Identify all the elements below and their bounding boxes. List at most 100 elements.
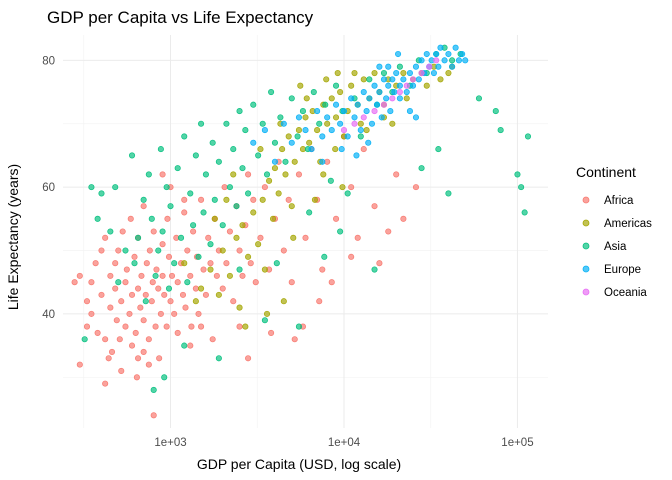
data-point	[187, 342, 194, 349]
data-point	[233, 234, 240, 241]
data-point	[83, 323, 91, 330]
data-point	[403, 95, 410, 102]
data-point	[209, 139, 216, 146]
data-point	[340, 108, 348, 115]
data-point	[219, 285, 226, 292]
data-point	[165, 285, 173, 292]
data-point	[118, 298, 125, 305]
data-point	[366, 95, 373, 102]
data-point	[308, 146, 315, 153]
data-point	[181, 133, 188, 140]
data-point	[230, 298, 237, 305]
data-point	[150, 412, 157, 419]
data-point	[351, 114, 358, 121]
data-point	[324, 114, 331, 121]
legend-key	[582, 219, 590, 227]
data-point	[521, 209, 528, 216]
data-point	[155, 247, 162, 254]
data-point	[127, 215, 134, 222]
data-point	[112, 285, 119, 292]
data-point	[250, 196, 257, 203]
data-point	[314, 127, 321, 134]
data-point	[198, 285, 205, 292]
data-point	[449, 57, 456, 64]
data-point	[207, 260, 214, 267]
data-point	[94, 329, 101, 336]
data-point	[211, 196, 218, 203]
data-point	[102, 336, 109, 343]
data-point	[380, 69, 388, 77]
data-point	[105, 355, 112, 362]
data-point	[282, 171, 289, 178]
data-point	[131, 253, 138, 260]
data-point	[332, 146, 339, 153]
data-point	[518, 184, 525, 191]
plot-area	[63, 35, 548, 428]
data-point	[83, 298, 91, 305]
data-point	[192, 152, 199, 159]
data-point	[371, 108, 378, 115]
data-point	[295, 114, 302, 121]
data-point	[223, 260, 230, 267]
data-point	[395, 50, 402, 58]
data-point	[327, 177, 334, 184]
data-point	[88, 279, 95, 286]
data-point	[351, 69, 358, 77]
data-point	[198, 120, 205, 127]
data-point	[209, 336, 216, 343]
data-point	[271, 165, 279, 172]
data-point	[360, 114, 367, 121]
data-point	[403, 82, 410, 89]
data-point	[376, 63, 383, 70]
data-point	[179, 291, 187, 298]
data-point	[366, 76, 373, 83]
data-point	[128, 152, 136, 159]
data-point	[140, 203, 147, 210]
data-point	[159, 171, 166, 178]
data-point	[285, 133, 292, 140]
y-tick-label: 80	[42, 55, 55, 67]
data-point	[268, 88, 275, 96]
data-point	[157, 146, 164, 153]
data-point	[280, 120, 287, 127]
data-point	[328, 279, 335, 286]
data-point	[226, 184, 233, 191]
data-point	[268, 329, 275, 336]
data-point	[116, 336, 123, 343]
data-point	[221, 184, 228, 191]
data-point	[98, 190, 105, 197]
data-point	[137, 304, 144, 311]
data-point	[363, 108, 370, 115]
data-point	[391, 88, 398, 96]
data-point	[140, 348, 147, 355]
data-point	[299, 108, 306, 115]
data-point	[302, 114, 309, 121]
data-point	[455, 57, 463, 64]
data-point	[360, 88, 367, 96]
data-point	[277, 114, 284, 121]
data-point	[337, 120, 344, 127]
data-point	[275, 190, 282, 197]
data-point	[445, 50, 452, 58]
data-point	[393, 69, 400, 77]
data-point	[119, 228, 126, 235]
data-point	[314, 108, 321, 115]
data-point	[242, 323, 249, 330]
data-point	[102, 380, 109, 387]
data-point	[445, 190, 452, 197]
legend-title: Continent	[576, 164, 636, 180]
data-point	[328, 127, 335, 134]
data-point	[418, 57, 425, 64]
data-point	[219, 222, 226, 229]
data-point	[311, 196, 318, 203]
data-point	[396, 82, 403, 89]
data-point	[412, 63, 420, 70]
data-point	[337, 228, 344, 235]
data-point	[257, 146, 264, 153]
data-point	[250, 139, 257, 146]
data-point	[236, 108, 243, 115]
data-point	[344, 190, 351, 197]
data-point	[202, 291, 209, 298]
data-point	[406, 108, 413, 115]
data-point	[306, 139, 313, 146]
